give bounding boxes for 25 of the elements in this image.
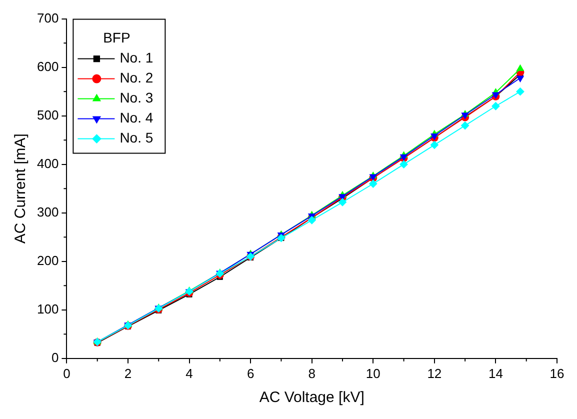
y-tick-label: 600 [36,58,59,74]
x-tick-label: 8 [308,366,316,381]
y-tick-label: 400 [36,156,59,171]
x-tick-label: 16 [550,366,564,381]
x-tick-label: 4 [186,366,193,381]
x-tick-label: 12 [427,366,442,381]
legend-label: No. 1 [120,50,154,66]
x-tick-label: 0 [63,366,70,381]
y-tick-label: 500 [36,107,59,122]
legend-title: BFP [103,30,130,46]
x-tick-label: 2 [124,366,132,381]
y-tick-label: 300 [36,204,59,220]
x-tick-label: 14 [488,366,503,381]
x-axis-title: AC Voltage [kV] [259,389,364,406]
x-tick-label: 6 [246,366,254,381]
x-tick-label: 10 [366,366,380,381]
y-tick-label: 0 [51,350,59,365]
y-tick-label: 700 [36,10,59,26]
legend-label: No. 3 [120,90,154,106]
y-axis-title: AC Current [mA] [12,134,30,244]
legend-label: No. 2 [120,70,154,86]
y-tick-label: 100 [36,301,59,316]
y-tick-label: 200 [36,252,59,268]
legend-label: No. 4 [120,110,154,126]
legend-label: No. 5 [120,130,154,146]
